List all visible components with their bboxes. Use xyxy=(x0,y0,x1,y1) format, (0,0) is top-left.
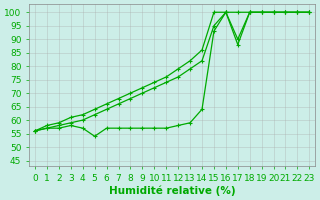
X-axis label: Humidité relative (%): Humidité relative (%) xyxy=(109,185,236,196)
